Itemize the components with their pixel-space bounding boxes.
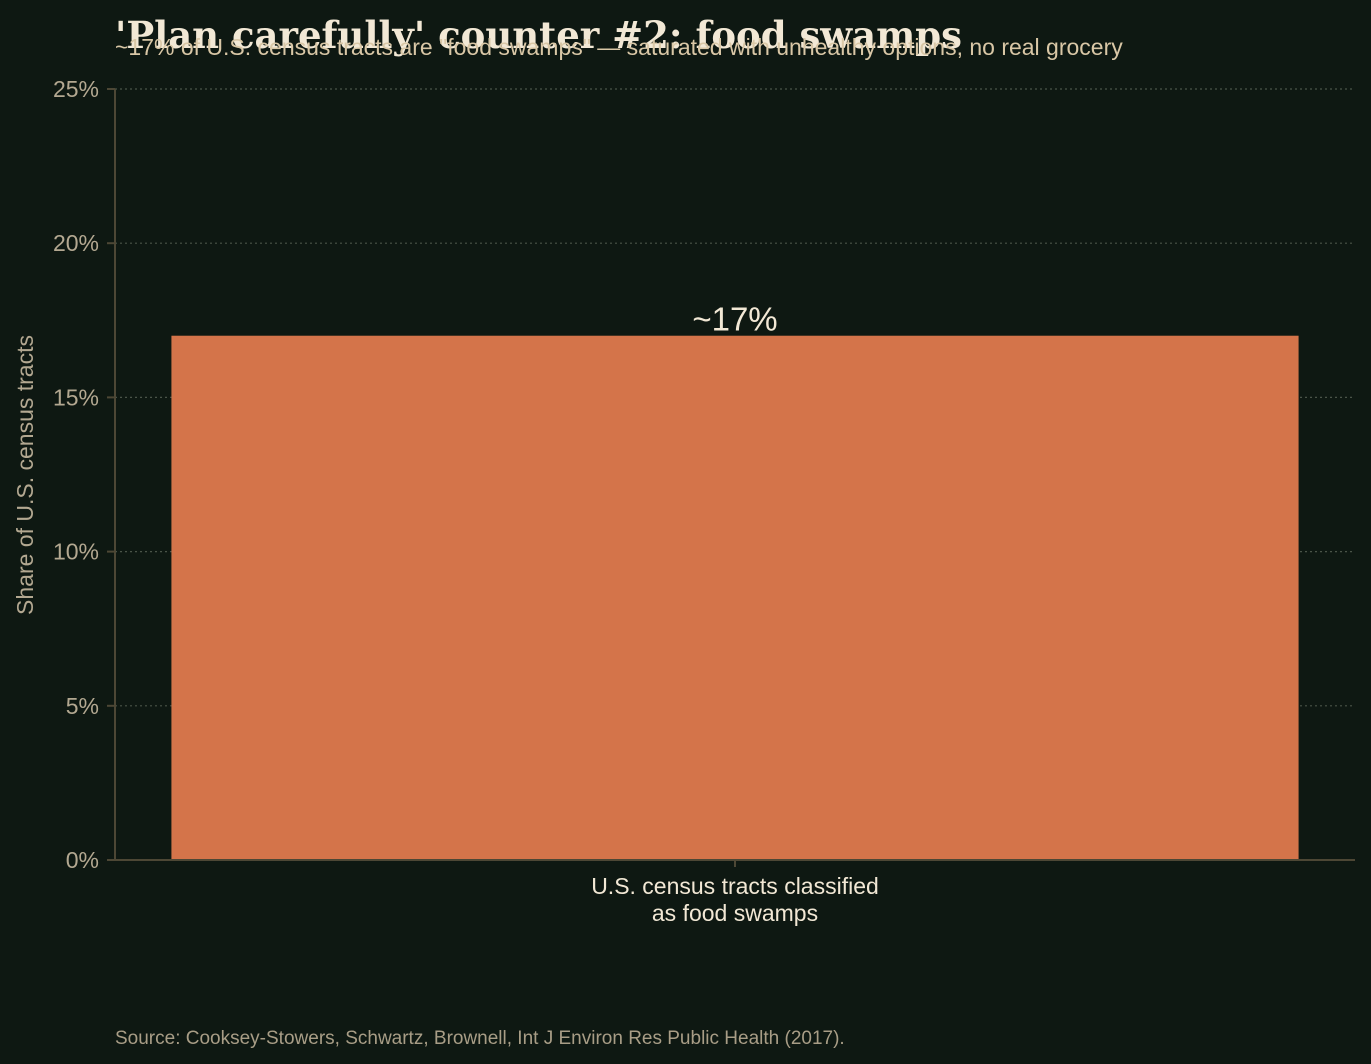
y-axis-title: Share of U.S. census tracts xyxy=(12,335,38,615)
source-note: Source: Cooksey-Stowers, Schwartz, Brown… xyxy=(115,1028,845,1049)
bar-data-label: ~17% xyxy=(692,301,777,338)
y-tick-layer: 0% 5% 10% 15% 20% 25% xyxy=(53,76,115,873)
bar xyxy=(171,335,1299,861)
chart-title: 'Plan carefully' counter #2: food swamps xyxy=(115,13,962,57)
x-tick-label-line: U.S. census tracts classified xyxy=(591,873,879,899)
bar-layer: ~17% xyxy=(171,301,1299,861)
x-tick-layer: U.S. census tracts classified as food swa… xyxy=(591,860,879,926)
y-tick-label: 10% xyxy=(53,539,99,565)
y-tick-label: 0% xyxy=(66,847,99,873)
x-tick-label: U.S. census tracts classified as food swa… xyxy=(591,873,879,926)
y-tick-label: 20% xyxy=(53,230,99,256)
y-tick-label: 5% xyxy=(66,693,99,719)
chart-subtitle: ~17% of U.S. census tracts are "food swa… xyxy=(115,34,1123,60)
y-tick-label: 15% xyxy=(53,384,99,410)
y-tick-label: 25% xyxy=(53,76,99,102)
x-tick-label-line: as food swamps xyxy=(652,900,818,926)
